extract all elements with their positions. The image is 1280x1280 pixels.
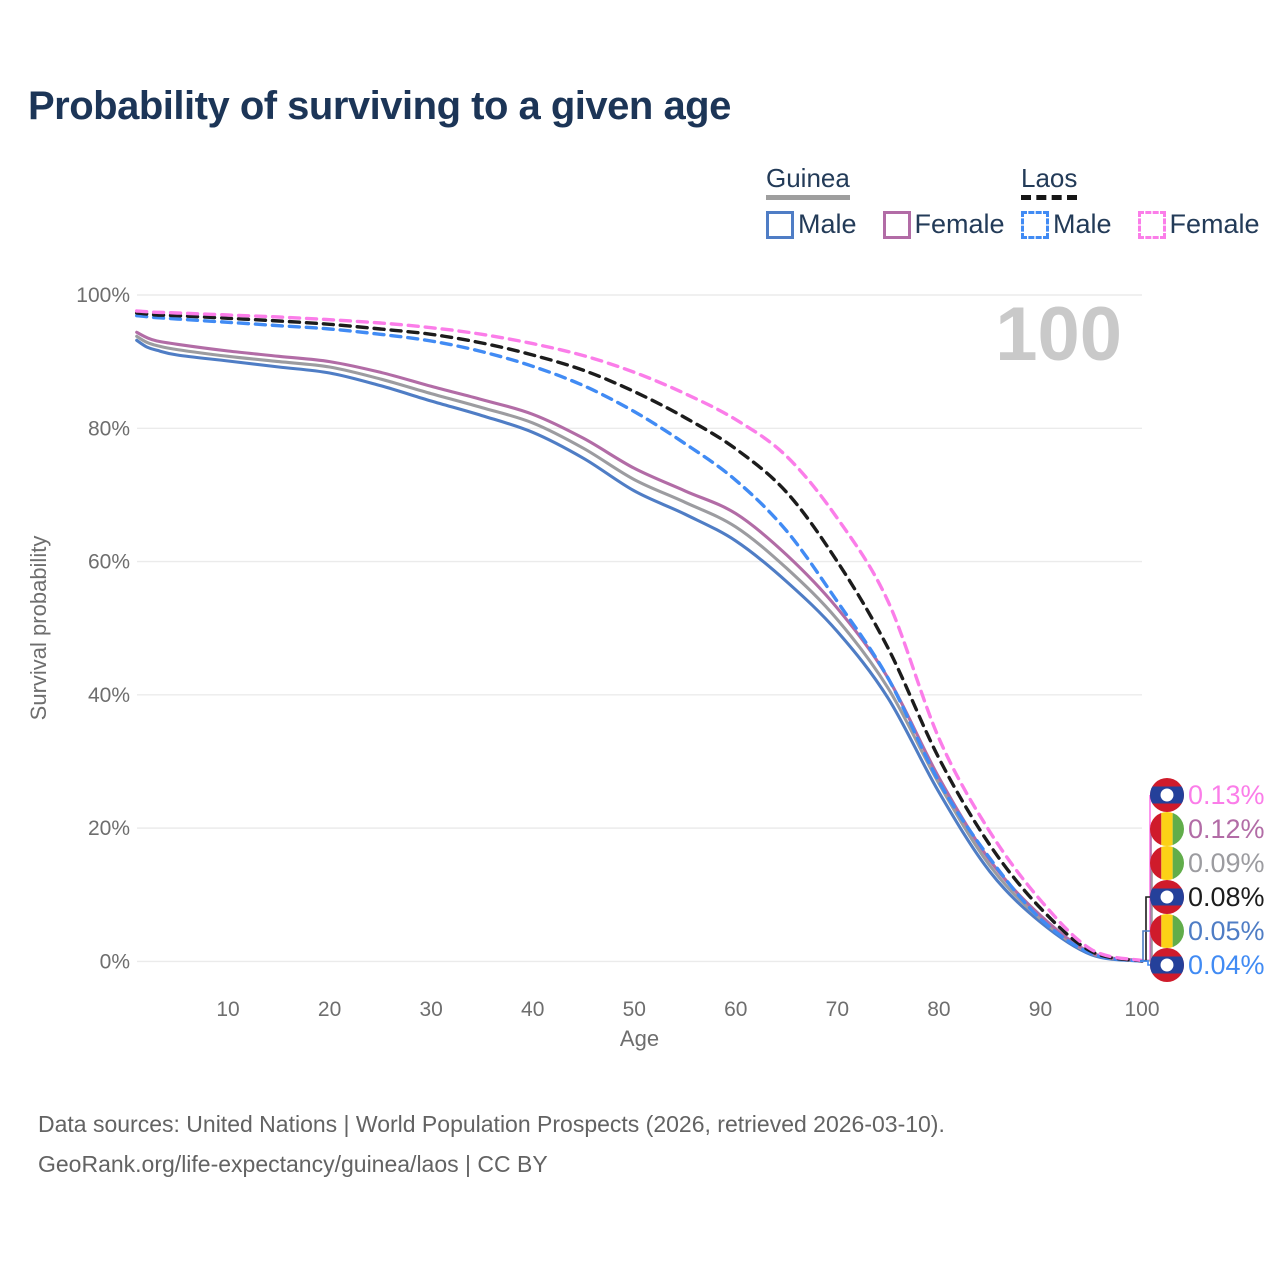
laos-male-swatch-icon — [1021, 210, 1049, 239]
end-label-connector — [1140, 795, 1151, 962]
series-line-guinea-female[interactable] — [135, 330, 1144, 963]
legend-label: Male — [798, 209, 857, 239]
legend-group-title-guinea: Guinea — [766, 163, 850, 200]
end-label-value: 0.12% — [1188, 814, 1265, 844]
guinea-flag-icon — [1150, 914, 1184, 948]
end-label-guinea-female[interactable]: 0.12% — [1150, 812, 1265, 846]
x-tick-label: 10 — [216, 998, 239, 1021]
guinea-female-swatch-icon — [882, 210, 911, 239]
end-label-connector — [1140, 960, 1150, 966]
y-tick-label: 60% — [88, 551, 130, 574]
series-line-laos-female[interactable] — [135, 309, 1144, 963]
age-watermark: 100 — [995, 292, 1122, 377]
legend-item-laos-female[interactable]: Female — [1137, 209, 1260, 240]
x-tick-label: 60 — [724, 998, 747, 1021]
end-label-value: 0.09% — [1188, 848, 1265, 878]
legend-group-laos: Laos Male Female — [1021, 163, 1260, 240]
footer: Data sources: United Nations | World Pop… — [38, 1104, 945, 1184]
laos-flag-icon — [1150, 948, 1184, 982]
end-label-value: 0.13% — [1188, 780, 1265, 810]
legend-item-guinea-female[interactable]: Female — [882, 209, 1005, 240]
end-label-laos-all[interactable]: 0.08% — [1150, 880, 1265, 914]
page-title: Probability of surviving to a given age — [28, 84, 731, 128]
y-tick-label: 80% — [88, 417, 130, 440]
end-label-connector — [1140, 896, 1150, 962]
end-label-guinea-all[interactable]: 0.09% — [1150, 846, 1265, 880]
end-label-laos-male[interactable]: 0.04% — [1150, 948, 1265, 982]
x-tick-label: 70 — [826, 998, 849, 1021]
y-tick-label: 40% — [88, 684, 130, 707]
x-tick-label: 50 — [623, 998, 646, 1021]
x-tick-label: 20 — [318, 998, 341, 1021]
y-axis-title: Survival probability — [26, 536, 51, 721]
end-label-laos-female[interactable]: 0.13% — [1150, 778, 1265, 812]
legend-item-laos-male[interactable]: Male — [1021, 209, 1112, 240]
y-tick-label: 0% — [100, 950, 130, 973]
end-label-guinea-male[interactable]: 0.05% — [1150, 914, 1265, 948]
laos-flag-icon — [1150, 880, 1184, 914]
x-tick-label: 30 — [419, 998, 442, 1021]
guinea-flag-icon — [1150, 846, 1184, 880]
laos-flag-icon — [1150, 778, 1184, 812]
x-tick-label: 100 — [1124, 998, 1159, 1021]
x-tick-label: 90 — [1029, 998, 1052, 1021]
y-tick-label: 100% — [76, 284, 130, 307]
legend-label: Female — [914, 209, 1005, 239]
legend-item-guinea-male[interactable]: Male — [766, 209, 857, 240]
legend-group-guinea: Guinea Male Female — [766, 163, 1005, 240]
series-line-guinea-all[interactable] — [135, 334, 1144, 963]
end-label-value: 0.04% — [1188, 950, 1265, 980]
x-tick-label: 80 — [927, 998, 950, 1021]
legend-group-title-laos: Laos — [1021, 163, 1078, 200]
series-line-guinea-male[interactable] — [135, 338, 1144, 963]
end-label-value: 0.08% — [1188, 882, 1265, 912]
series-line-laos-male[interactable] — [135, 314, 1144, 963]
legend-label: Female — [1169, 209, 1260, 239]
laos-female-swatch-icon — [1137, 210, 1166, 239]
end-label-value: 0.05% — [1188, 916, 1265, 946]
series-line-laos-all[interactable] — [135, 311, 1144, 963]
end-label-connector — [1140, 930, 1150, 962]
legend-label: Male — [1053, 209, 1112, 239]
attribution-line: GeoRank.org/life-expectancy/guinea/laos … — [38, 1151, 548, 1177]
x-axis-title: Age — [620, 1026, 659, 1051]
x-tick-label: 40 — [521, 998, 544, 1021]
y-tick-label: 20% — [88, 817, 130, 840]
guinea-male-swatch-icon — [766, 210, 794, 239]
data-sources-line: Data sources: United Nations | World Pop… — [38, 1111, 945, 1137]
guinea-flag-icon — [1150, 812, 1184, 846]
